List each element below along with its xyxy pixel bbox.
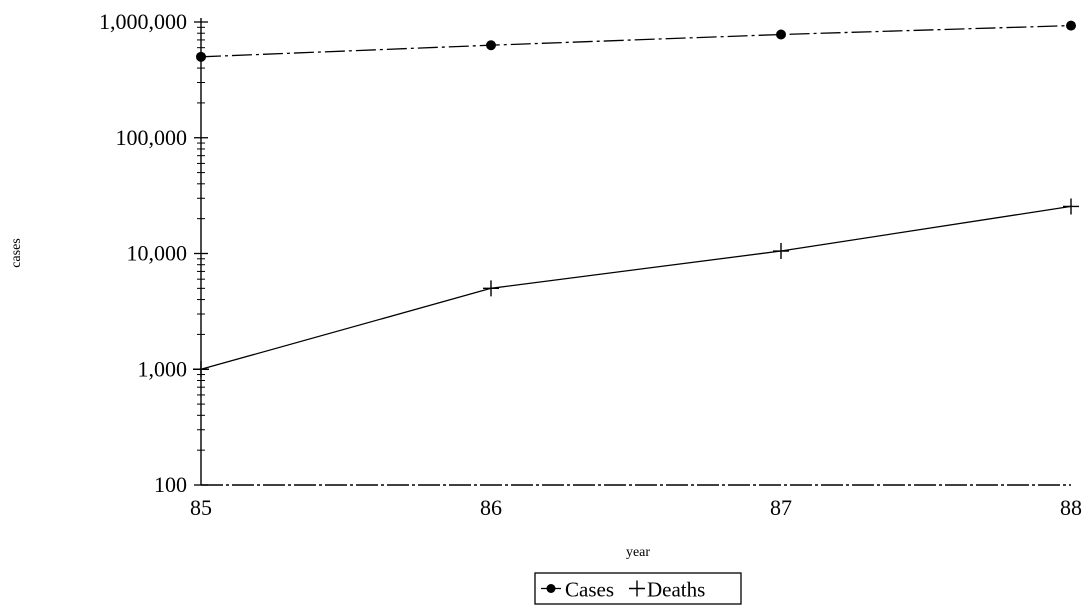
- data-point-cases: [1066, 20, 1076, 31]
- x-tick-label: 88: [1060, 495, 1082, 520]
- series-line-cases: [200, 24, 1072, 58]
- x-tick-label: 87: [770, 495, 792, 520]
- legend-label-deaths: Deaths: [647, 578, 705, 602]
- legend-label-cases: Cases: [565, 578, 614, 602]
- x-tick-label: 86: [480, 495, 502, 520]
- data-point-deaths: [483, 280, 499, 297]
- y-tick-label: 1,000,000: [99, 9, 187, 34]
- data-point-cases: [196, 51, 206, 62]
- data-point-deaths: [773, 243, 789, 260]
- y-tick-label: 10,000: [127, 241, 188, 266]
- y-tick-label: 100,000: [116, 125, 188, 150]
- legend-marker-cases: [546, 584, 556, 593]
- data-point-deaths: [1063, 198, 1079, 215]
- y-axis-title: cases: [9, 238, 24, 268]
- legend-marker-deaths: [629, 580, 645, 597]
- data-point-cases: [776, 29, 786, 40]
- data-point-deaths: [193, 361, 209, 378]
- data-point-cases: [486, 40, 496, 51]
- y-tick-label: 1,000: [138, 356, 188, 381]
- series-line-deaths: [200, 205, 1072, 370]
- y-tick-label: 100: [154, 472, 187, 497]
- x-tick-label: 85: [190, 495, 212, 520]
- x-axis-title: year: [626, 545, 650, 560]
